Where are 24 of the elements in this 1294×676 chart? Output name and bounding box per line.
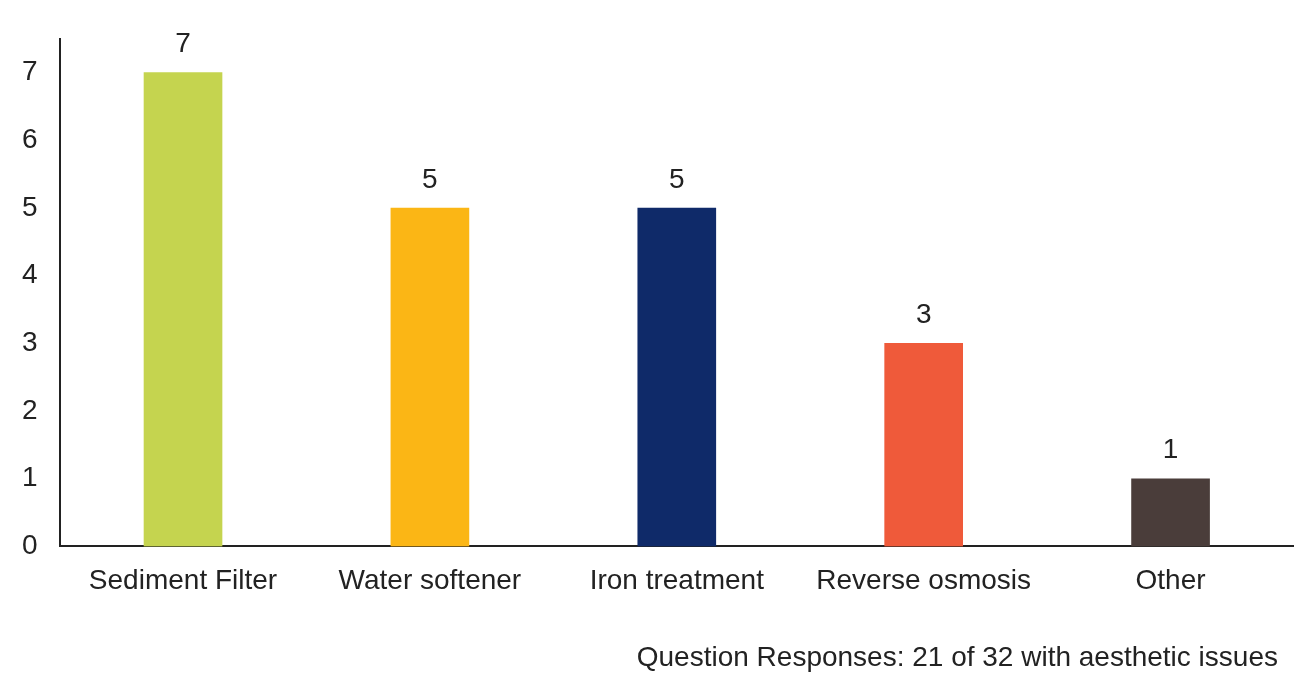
bar bbox=[390, 207, 470, 547]
y-tick-label: 6 bbox=[21, 123, 38, 155]
x-tick-label: Other bbox=[1135, 563, 1206, 595]
x-tick-label: Iron treatment bbox=[589, 563, 765, 595]
y-tick-label: 1 bbox=[21, 461, 38, 493]
text: Question Responses: 21 of 32 with aesthetic issues bbox=[636, 640, 1278, 672]
y-tick-label: 5 bbox=[21, 190, 38, 222]
y-tick-label: 4 bbox=[21, 258, 38, 290]
x-tick-label: Water softener bbox=[338, 563, 522, 595]
data-label: 5 bbox=[669, 162, 685, 194]
y-tick-label: 0 bbox=[21, 529, 38, 561]
data-label: 1 bbox=[1162, 433, 1179, 465]
x-tick-label: Sediment Filter bbox=[88, 563, 278, 595]
bar bbox=[637, 207, 717, 547]
x-tick-label: Reverse osmosis bbox=[816, 563, 1032, 595]
y-tick-label: 3 bbox=[21, 326, 38, 358]
data-label: 5 bbox=[422, 162, 438, 194]
y-tick-label: 2 bbox=[21, 393, 38, 425]
bar bbox=[1131, 478, 1210, 547]
bar bbox=[884, 343, 963, 547]
data-label: 7 bbox=[175, 27, 191, 59]
bar bbox=[143, 72, 223, 547]
y-tick-label: 7 bbox=[21, 55, 38, 87]
data-label: 3 bbox=[915, 298, 932, 330]
